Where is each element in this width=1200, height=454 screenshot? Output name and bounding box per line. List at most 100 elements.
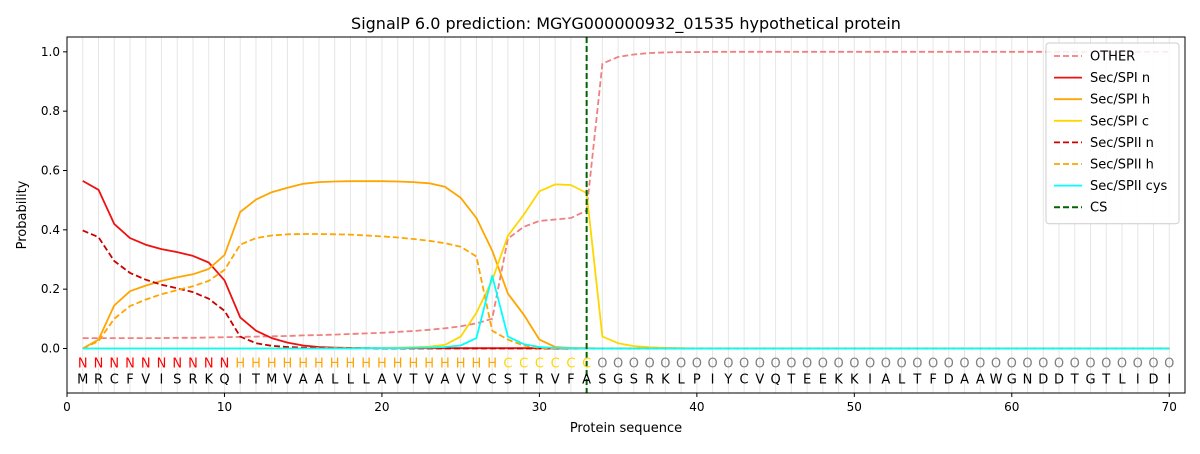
residue-label: T bbox=[1070, 373, 1079, 388]
residue-label: V bbox=[283, 373, 292, 388]
y-tick-label: 0.2 bbox=[41, 282, 60, 296]
region-label: O bbox=[1007, 357, 1017, 372]
region-label: N bbox=[220, 357, 230, 372]
region-label: C bbox=[551, 357, 560, 372]
legend-label: CS bbox=[1090, 201, 1107, 216]
residue-label: A bbox=[440, 373, 449, 388]
residue-label: M bbox=[77, 373, 88, 388]
series-line-other bbox=[82, 50, 1170, 340]
residue-label: C bbox=[740, 373, 749, 388]
x-tick-label: 60 bbox=[1004, 400, 1019, 414]
region-label: O bbox=[786, 357, 796, 372]
residue-label: I bbox=[238, 373, 242, 388]
residue-label: I bbox=[160, 373, 164, 388]
residue-label: A bbox=[377, 373, 386, 388]
region-label: H bbox=[283, 357, 293, 372]
series-line-sec-spi-c bbox=[82, 183, 1170, 350]
residue-label: F bbox=[567, 373, 574, 388]
region-label: C bbox=[503, 357, 512, 372]
region-label: O bbox=[818, 357, 828, 372]
residue-label: L bbox=[347, 373, 355, 388]
residue-label: A bbox=[314, 373, 323, 388]
region-label: O bbox=[770, 357, 780, 372]
region-label: O bbox=[912, 357, 922, 372]
residue-label: S bbox=[173, 373, 181, 388]
region-label: O bbox=[755, 357, 765, 372]
legend-label: Sec/SPII cys bbox=[1090, 179, 1168, 194]
region-label: N bbox=[78, 357, 88, 372]
legend-label: Sec/SPI c bbox=[1090, 114, 1149, 129]
region-label: O bbox=[739, 357, 749, 372]
residue-label: V bbox=[141, 373, 150, 388]
legend-label: Sec/SPII n bbox=[1090, 136, 1154, 151]
region-label: O bbox=[597, 357, 607, 372]
region-label: O bbox=[896, 357, 906, 372]
residue-label: I bbox=[711, 373, 715, 388]
region-label: O bbox=[692, 357, 702, 372]
region-label: N bbox=[188, 357, 198, 372]
region-label: O bbox=[1070, 357, 1080, 372]
region-label: O bbox=[849, 357, 859, 372]
region-label: C bbox=[519, 357, 528, 372]
region-label: O bbox=[991, 357, 1001, 372]
region-label: O bbox=[833, 357, 843, 372]
legend-label: Sec/SPII h bbox=[1090, 158, 1154, 173]
region-label: O bbox=[613, 357, 623, 372]
sequence-labels: NMNRNCNFNVNINSNRNKNQHIHTHMHVHAHAHLHLHLHA… bbox=[77, 357, 1174, 388]
residue-label: F bbox=[126, 373, 133, 388]
region-label: O bbox=[1038, 357, 1048, 372]
region-label: C bbox=[566, 357, 575, 372]
residue-label: K bbox=[834, 373, 843, 388]
residue-label: Y bbox=[723, 373, 732, 388]
residue-label: P bbox=[693, 373, 701, 388]
x-tick-label: 20 bbox=[374, 400, 389, 414]
region-label: C bbox=[535, 357, 544, 372]
region-label: O bbox=[1117, 357, 1127, 372]
residue-label: A bbox=[960, 373, 969, 388]
residue-label: A bbox=[299, 373, 308, 388]
region-label: H bbox=[251, 357, 261, 372]
region-label: H bbox=[393, 357, 403, 372]
region-label: C bbox=[582, 357, 591, 372]
region-label: O bbox=[1054, 357, 1064, 372]
region-label: H bbox=[267, 357, 277, 372]
x-axis-label: Protein sequence bbox=[570, 421, 682, 436]
region-label: O bbox=[723, 357, 733, 372]
residue-label: C bbox=[110, 373, 119, 388]
region-label: O bbox=[645, 357, 655, 372]
region-label: O bbox=[865, 357, 875, 372]
residue-label: A bbox=[582, 373, 591, 388]
residue-label: T bbox=[408, 373, 417, 388]
residue-label: T bbox=[1101, 373, 1110, 388]
region-label: O bbox=[928, 357, 938, 372]
residue-label: T bbox=[786, 373, 795, 388]
region-label: H bbox=[409, 357, 419, 372]
grid bbox=[82, 37, 1170, 393]
residue-label: N bbox=[1023, 373, 1033, 388]
region-label: H bbox=[424, 357, 434, 372]
region-label: O bbox=[1022, 357, 1032, 372]
x-tick-label: 50 bbox=[847, 400, 862, 414]
legend: OTHER Sec/SPI n Sec/SPI h Sec/SPI c Sec/SPII… bbox=[1045, 42, 1180, 225]
plot-frame bbox=[66, 36, 1186, 394]
region-label: N bbox=[172, 357, 182, 372]
x-tick-label: 30 bbox=[532, 400, 547, 414]
residue-label: T bbox=[251, 373, 260, 388]
residue-label: I bbox=[1136, 373, 1140, 388]
residue-label: E bbox=[803, 373, 811, 388]
region-label: O bbox=[802, 357, 812, 372]
region-label: O bbox=[1133, 357, 1143, 372]
y-tick-label: 0.6 bbox=[41, 164, 60, 178]
y-tick-label: 1.0 bbox=[41, 45, 60, 59]
residue-label: V bbox=[393, 373, 402, 388]
region-label: O bbox=[707, 357, 717, 372]
residue-label: G bbox=[1007, 373, 1017, 388]
series-line-sec-spii-cys bbox=[82, 274, 1170, 350]
residue-label: V bbox=[551, 373, 560, 388]
region-label: N bbox=[157, 357, 167, 372]
series-line-sec-spii-n bbox=[82, 229, 1170, 350]
chart-title: SignalP 6.0 prediction: MGYG000000932_01… bbox=[351, 14, 901, 34]
residue-label: L bbox=[677, 373, 685, 388]
